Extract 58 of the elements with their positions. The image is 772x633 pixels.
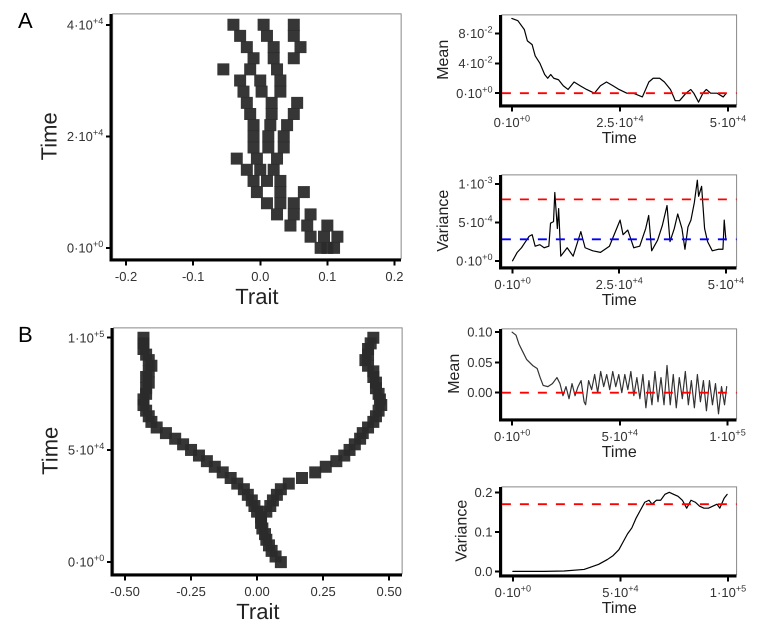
y-axis-title: Variance <box>435 190 452 252</box>
y-tick-label: 0.1 <box>474 524 493 540</box>
line-series <box>511 18 727 103</box>
x-tick-label: 5·10$^{+4}$ <box>602 428 638 444</box>
x-tick-label: 1·10$^{+5}$ <box>710 584 746 600</box>
x-tick-label: 1·10$^{+5}$ <box>709 428 746 444</box>
x-tick-label: 0·10$^{+0}$ <box>494 584 532 600</box>
x-tick-label: -0.25 <box>176 584 206 600</box>
y-tick-label: 8·10$^{-2}$ <box>458 24 493 41</box>
line-series <box>512 180 727 262</box>
y-axis-title: Variance <box>453 500 470 562</box>
y-tick-label: 5·10$^{-4}$ <box>458 214 493 230</box>
y-tick-label: 1·10$^{+5}$ <box>68 328 104 346</box>
x-axis-title: Time <box>602 444 637 462</box>
y-tick-label: 4·10$^{+4}$ <box>66 16 104 32</box>
x-tick-label: 5·10$^{+4}$ <box>708 276 744 292</box>
y-tick-label: 0·10$^{+0}$ <box>66 238 104 256</box>
y-tick-label: 0.2 <box>474 484 493 500</box>
y-tick-label: 0.10 <box>467 324 493 340</box>
x-tick-label: 2.5·10$^{+4}$ <box>596 114 644 130</box>
y-tick-label: 0·10$^{+0}$ <box>68 553 104 570</box>
y-tick-label: 0·10$^{+0}$ <box>456 84 493 101</box>
y-axis-title: Mean <box>446 354 464 394</box>
x-tick-label: 5·10$^{+4}$ <box>710 114 746 130</box>
y-tick-label: 0.05 <box>467 354 493 370</box>
y-axis-title: Mean <box>435 40 452 80</box>
x-axis-title: Trait <box>235 284 278 310</box>
y-tick-label: 2·10$^{+4}$ <box>66 127 104 144</box>
x-tick-label: 0·10$^{+0}$ <box>494 114 530 130</box>
y-axis-title: Time <box>36 112 62 160</box>
y-tick-label: 1·10$^{-3}$ <box>458 175 493 192</box>
text: A <box>18 8 33 33</box>
x-tick-label: 0.2 <box>385 269 404 284</box>
x-tick-label: 0.00 <box>244 584 270 600</box>
y-tick-label: 0·10$^{+0}$ <box>456 252 493 268</box>
x-tick-label: 5·10$^{+4}$ <box>602 584 639 600</box>
line-series <box>512 332 728 414</box>
y-tick-label: 5·10$^{+4}$ <box>68 441 104 458</box>
x-tick-label: 0·10$^{+0}$ <box>494 276 531 292</box>
y-tick-label: 4·10$^{-2}$ <box>458 54 493 71</box>
x-tick-label: -0.50 <box>110 584 140 600</box>
text: B <box>18 322 33 347</box>
x-tick-label: 0·10$^{+0}$ <box>494 428 530 444</box>
x-tick-label: -0.2 <box>114 269 138 284</box>
x-tick-label: 0.50 <box>376 584 402 600</box>
x-tick-label: 0.25 <box>310 584 336 600</box>
x-tick-label: 0.1 <box>318 269 336 284</box>
y-axis-title: Time <box>38 426 63 475</box>
x-axis-title: Time <box>602 292 637 309</box>
x-axis-title: Time <box>602 600 637 618</box>
y-tick-label: 0.00 <box>467 385 493 400</box>
line-series <box>512 492 728 572</box>
x-tick-label: 0.0 <box>251 269 270 284</box>
y-tick-label: 0.0 <box>474 564 493 579</box>
x-axis-title: Time <box>602 130 637 148</box>
x-axis-title: Trait <box>236 599 280 624</box>
x-tick-label: 2.5·10$^{+4}$ <box>596 276 643 292</box>
x-tick-label: -0.1 <box>182 269 204 284</box>
